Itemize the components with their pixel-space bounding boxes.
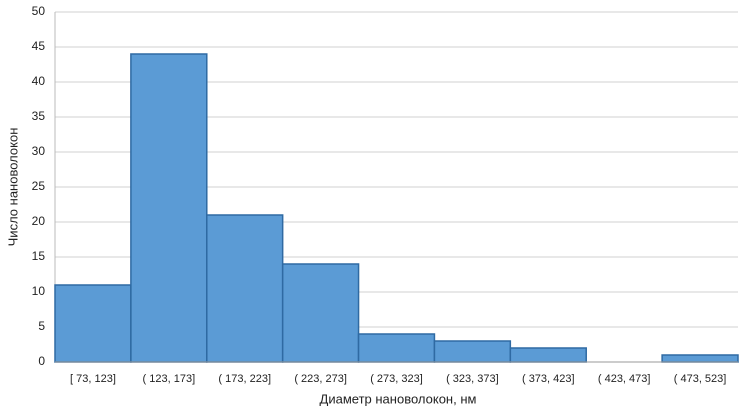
bar: [433, 340, 512, 363]
y-tick-label: 40: [32, 74, 46, 88]
bar: [54, 284, 132, 363]
x-tick-label: ( 373, 423]: [522, 373, 575, 385]
x-tick-label: ( 473, 523]: [674, 373, 727, 385]
bar: [130, 53, 208, 363]
x-tick-label: [ 73, 123]: [70, 373, 116, 385]
bar: [509, 347, 587, 363]
x-tick-label: ( 123, 173]: [143, 373, 196, 385]
y-tick-label: 15: [32, 249, 46, 263]
y-tick-label: 45: [32, 39, 46, 53]
y-tick-label: 35: [32, 109, 46, 123]
x-tick-label: ( 173, 223]: [218, 373, 271, 385]
x-tick-label: ( 273, 323]: [370, 373, 423, 385]
bar: [661, 354, 739, 363]
x-tick-label: ( 223, 273]: [294, 373, 347, 385]
y-tick-label: 5: [38, 319, 45, 333]
bar: [357, 333, 436, 363]
x-axis-title: Диаметр нановолокон, нм: [320, 391, 477, 406]
y-tick-label: 50: [32, 4, 46, 18]
y-tick-label: 20: [32, 214, 46, 228]
x-tick-label: ( 323, 373]: [446, 373, 499, 385]
bar: [281, 263, 360, 363]
x-tick-label: ( 423, 473]: [598, 373, 651, 385]
y-tick-label: 25: [32, 179, 46, 193]
y-tick-label: 10: [32, 284, 46, 298]
y-tick-label: 0: [38, 354, 45, 368]
y-axis-title: Число нановолокон: [5, 128, 20, 247]
bar: [206, 214, 284, 363]
y-tick-label: 30: [32, 144, 46, 158]
